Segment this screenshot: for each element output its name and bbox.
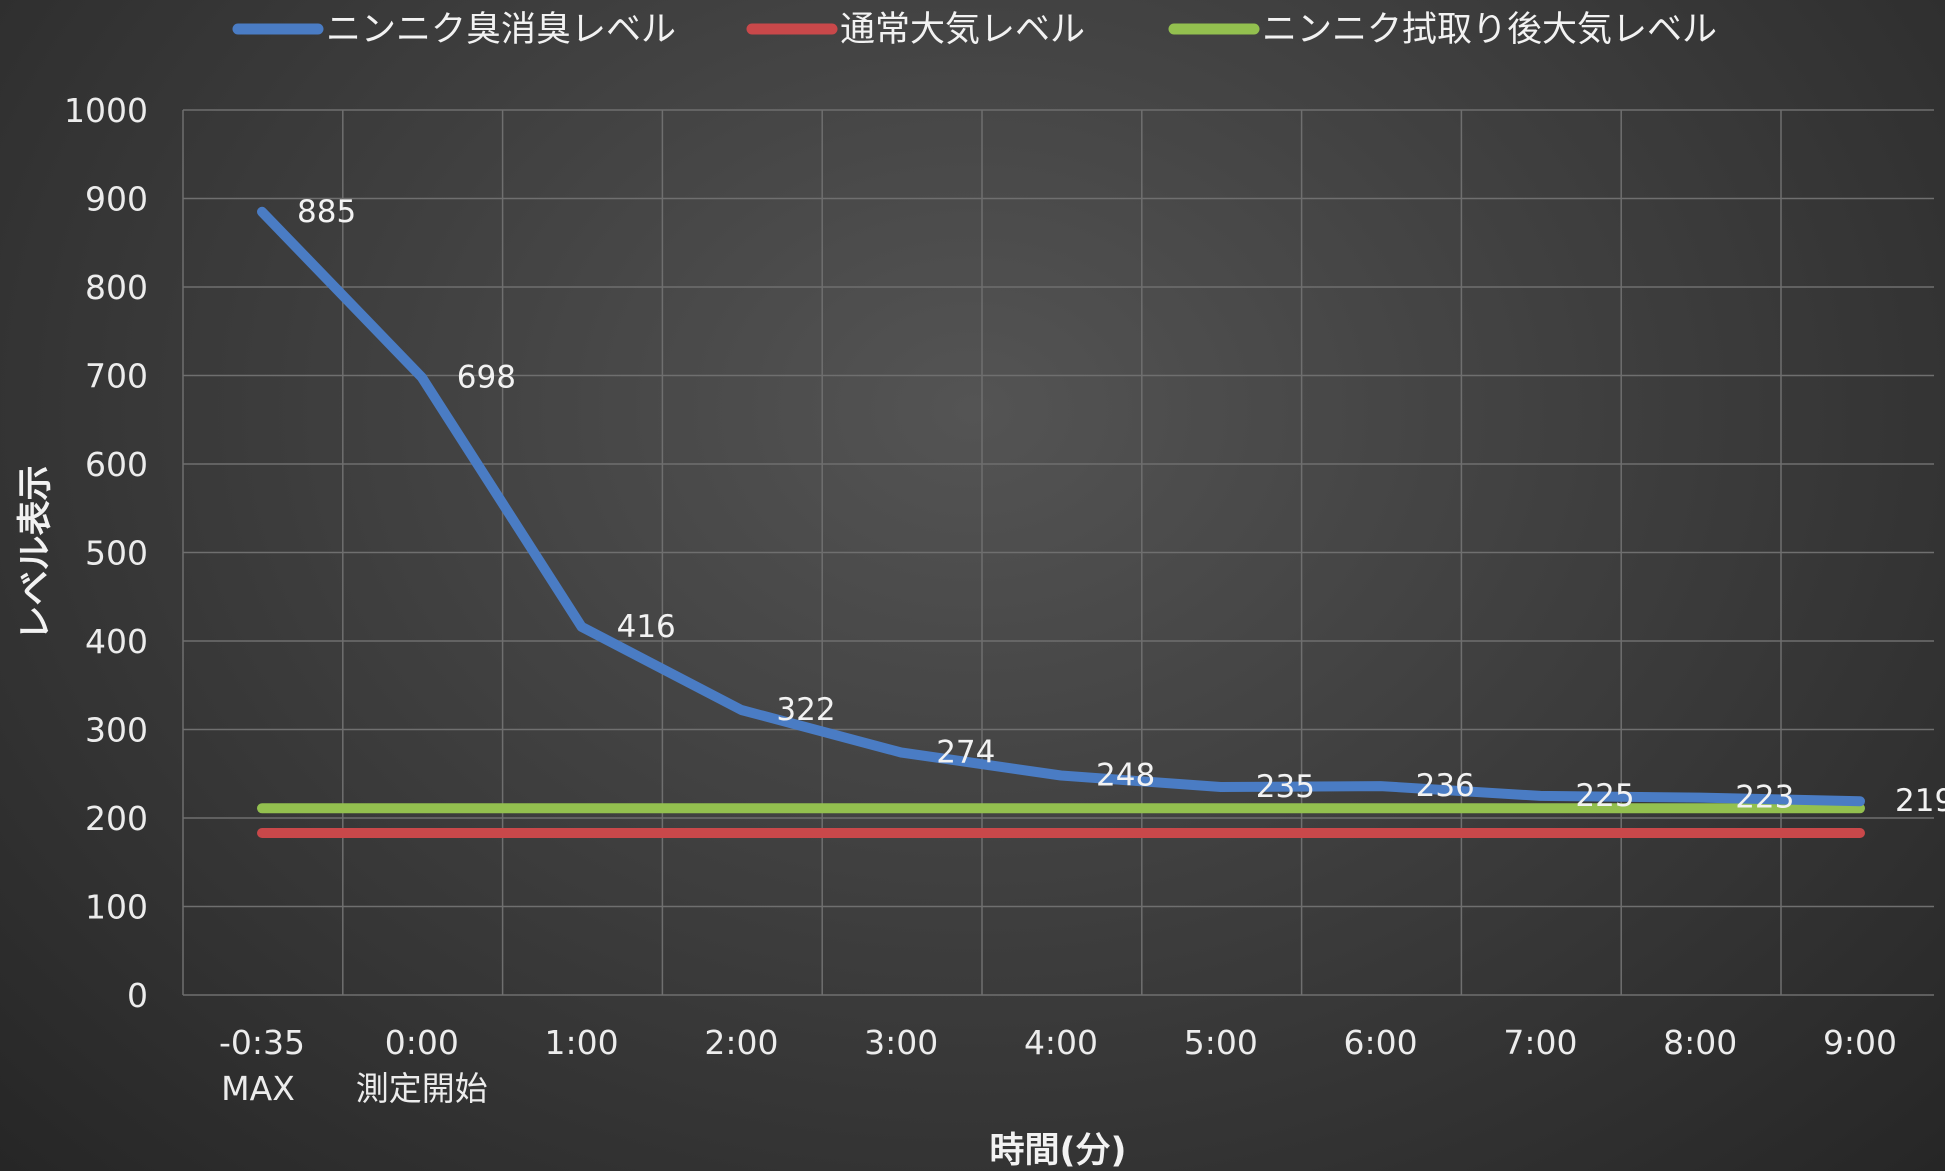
legend: ニンニク臭消臭レベル 通常大気レベル ニンニク拭取り後大気レベル bbox=[232, 10, 1717, 50]
data-label: 236 bbox=[1416, 768, 1475, 804]
data-label: 416 bbox=[617, 609, 676, 645]
y-tick-label: 800 bbox=[85, 268, 148, 307]
series-lines bbox=[257, 206, 1865, 838]
y-axis-ticks: 0 100 200 300 400 500 600 700 800 900 1000 bbox=[64, 91, 148, 1015]
data-labels: 885 698 416 322 274 248 235 236 225 223 219 bbox=[297, 194, 1945, 819]
y-tick-label: 600 bbox=[85, 445, 148, 484]
y-tick-label: 200 bbox=[85, 799, 148, 838]
x-axis-title: 時間(分) bbox=[990, 1131, 1127, 1171]
x-tick-sublabel: MAX bbox=[221, 1069, 295, 1108]
x-tick-label: 0:00 bbox=[385, 1023, 459, 1062]
x-tick-label: 9:00 bbox=[1823, 1023, 1897, 1062]
data-label: 274 bbox=[936, 735, 995, 771]
y-axis-title: レベル表示 bbox=[16, 465, 56, 640]
data-label: 248 bbox=[1096, 758, 1155, 794]
x-tick-label: -0:35 bbox=[219, 1023, 305, 1062]
series-line bbox=[257, 206, 1865, 807]
data-label: 322 bbox=[776, 692, 835, 728]
x-tick-label: 4:00 bbox=[1024, 1023, 1098, 1062]
legend-label: ニンニク臭消臭レベル bbox=[326, 10, 676, 50]
x-tick-label: 3:00 bbox=[864, 1023, 938, 1062]
y-tick-label: 900 bbox=[85, 180, 148, 219]
data-label: 225 bbox=[1575, 778, 1634, 814]
data-label: 223 bbox=[1735, 780, 1794, 816]
y-tick-label: 0 bbox=[127, 976, 148, 1015]
x-tick-sublabel: 測定開始 bbox=[356, 1069, 488, 1108]
y-tick-label: 700 bbox=[85, 357, 148, 396]
data-label: 885 bbox=[297, 194, 356, 230]
legend-label: ニンニク拭取り後大気レベル bbox=[1262, 10, 1717, 50]
data-label: 219 bbox=[1895, 783, 1945, 819]
data-label: 698 bbox=[457, 359, 516, 395]
y-tick-label: 1000 bbox=[64, 91, 148, 130]
x-tick-label: 8:00 bbox=[1663, 1023, 1737, 1062]
x-axis-ticks: -0:35 MAX 0:00 測定開始 1:00 2:00 3:00 4:00 5:00 6:00… bbox=[219, 1023, 1897, 1108]
grid bbox=[182, 109, 1934, 996]
x-tick-label: 5:00 bbox=[1184, 1023, 1258, 1062]
x-tick-label: 2:00 bbox=[704, 1023, 778, 1062]
y-tick-label: 400 bbox=[85, 622, 148, 661]
y-tick-label: 500 bbox=[85, 534, 148, 573]
data-label: 235 bbox=[1256, 769, 1315, 805]
y-tick-label: 100 bbox=[85, 888, 148, 927]
legend-label: 通常大気レベル bbox=[840, 10, 1085, 50]
x-tick-label: 7:00 bbox=[1503, 1023, 1577, 1062]
x-tick-label: 6:00 bbox=[1344, 1023, 1418, 1062]
x-tick-label: 1:00 bbox=[545, 1023, 619, 1062]
y-tick-label: 300 bbox=[85, 711, 148, 750]
